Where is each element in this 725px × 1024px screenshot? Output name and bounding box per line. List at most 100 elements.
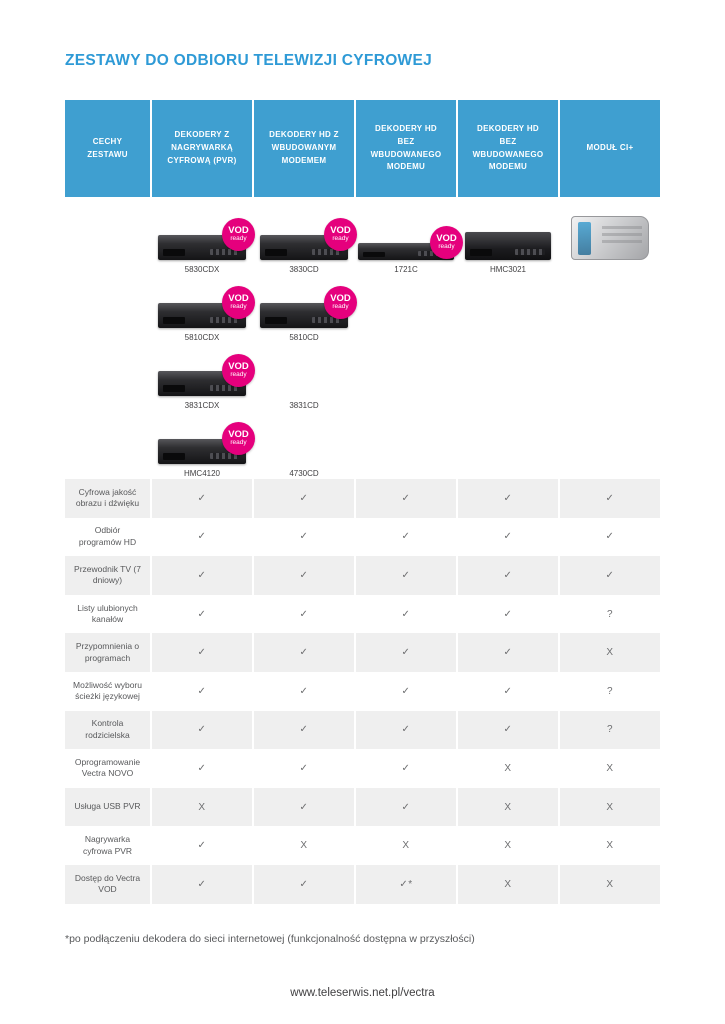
footer-url[interactable]: www.teleserwis.net.pl/vectra (290, 987, 435, 999)
feature-value: ✓ (152, 864, 252, 904)
feature-row: Przypomnienia o programach ✓ ✓ ✓ ✓ X (65, 633, 661, 672)
product-model-label: 5810CD (289, 333, 319, 342)
product-model-label: 3831CD (289, 401, 319, 410)
feature-row: Listy ulubionych kanałów ✓ ✓ ✓ ✓? (65, 594, 661, 634)
vod-badge-line1: VOD (228, 360, 249, 372)
feature-label: Cyfrowa jakość obrazu i dźwięku (65, 479, 150, 518)
feature-value: ✓ (356, 517, 456, 557)
feature-value: ✓ (356, 749, 456, 788)
feature-label: Przypomnienia o programach (65, 633, 150, 672)
vod-ready-badge: VOD ready (430, 226, 463, 259)
decoder-image: VOD ready (158, 422, 255, 464)
device-body (571, 216, 649, 260)
product-cell: VOD ready 3831CDX (152, 343, 255, 411)
feature-value: ✓ (356, 671, 456, 711)
vod-badge-line2: ready (230, 303, 247, 311)
feature-value: X (560, 864, 660, 904)
feature-value: ? (560, 710, 660, 750)
product-column: VOD ready 3830CD VOD ready 5810CD 3831CD 4730CD (254, 207, 357, 479)
product-cell: 4730CD (254, 411, 354, 479)
feature-value: ✓ (152, 826, 252, 865)
feature-label: Nagrywarka cyfrowa PVR (65, 826, 150, 865)
feature-label: Kontrola rodzicielska (65, 710, 150, 750)
column-header: DEKODERY HD BEZ WBUDOWANEGO MODEMU (356, 100, 456, 197)
decoder-image: VOD ready (358, 226, 463, 260)
product-cell: VOD ready 3830CD (254, 207, 357, 275)
feature-value: ✓ (152, 671, 252, 711)
feature-value: ✓ (254, 517, 354, 557)
vod-badge-line1: VOD (228, 428, 249, 440)
feature-value: X (458, 826, 558, 865)
vod-badge-line2: ready (332, 303, 349, 311)
feature-value: ✓ (458, 594, 558, 634)
feature-value: ✓* (356, 864, 456, 904)
feature-value: X (356, 826, 456, 865)
feature-label: Listy ulubionych kanałów (65, 594, 150, 634)
vod-ready-badge: VOD ready (222, 354, 255, 387)
feature-value: ✓ (560, 479, 660, 518)
product-cell: 3831CD (254, 343, 354, 411)
ci-module-image (571, 216, 649, 260)
feature-value: ? (560, 594, 660, 634)
vod-badge-line2: ready (438, 243, 455, 251)
feature-value: ✓ (560, 517, 660, 557)
decoder-image: VOD ready (158, 354, 255, 396)
feature-value: ✓ (254, 710, 354, 750)
vod-badge-line2: ready (332, 235, 349, 243)
vod-ready-badge: VOD ready (222, 422, 255, 455)
vod-badge-line1: VOD (330, 292, 351, 304)
feature-row: Dostęp do Vectra VOD ✓ ✓ ✓* X X (65, 864, 661, 904)
product-cell: VOD ready 5830CDX (152, 207, 255, 275)
feature-value: X (560, 787, 660, 827)
device-body (465, 232, 551, 260)
feature-value: ✓ (254, 787, 354, 827)
vod-badge-line1: VOD (330, 224, 351, 236)
feature-row: Cyfrowa jakość obrazu i dźwięku ✓ ✓ ✓ ✓ ✓ (65, 479, 661, 518)
product-row: VOD ready 5830CDX VOD ready 5810CDX VOD ready 38… (65, 197, 661, 479)
feature-value: X (254, 826, 354, 865)
decoder-image (465, 232, 551, 260)
product-column: VOD ready 5830CDX VOD ready 5810CDX VOD ready 38… (152, 207, 255, 479)
product-model-label: HMC4120 (183, 469, 220, 478)
comparison-table: CECHY ZESTAWU DEKODERY Z NAGRYWARKĄ CYFRO… (65, 100, 661, 904)
vod-badge-line2: ready (230, 439, 247, 447)
page-title: ZESTAWY DO ODBIORU TELEWIZJI CYFROWEJ (65, 52, 433, 69)
product-cell (560, 207, 660, 275)
product-model-label: HMC3021 (489, 265, 526, 274)
feature-value: ✓ (254, 594, 354, 634)
vod-badge-line2: ready (230, 235, 247, 243)
feature-value: ✓ (254, 671, 354, 711)
feature-row: Oprogramowanie Vectra NOVO ✓ ✓ ✓ X X (65, 749, 661, 788)
column-header: MODUŁ CI+ (560, 100, 660, 197)
feature-label: Możliwość wyboru ścieżki językowej (65, 671, 150, 711)
decoder-image: VOD ready (260, 286, 357, 328)
feature-row: Usługa USB PVR X ✓ ✓ X X (65, 787, 661, 827)
feature-value: ✓ (152, 517, 252, 557)
product-column: VOD ready 1721C (356, 207, 463, 275)
product-cell: VOD ready 5810CDX (152, 275, 255, 343)
vod-ready-badge: VOD ready (222, 286, 255, 319)
product-model-label: 1721C (394, 265, 418, 274)
column-header: DEKODERY HD Z WBUDOWANYM MODEMEM (254, 100, 354, 197)
feature-value: ✓ (458, 633, 558, 672)
feature-value: ✓ (254, 633, 354, 672)
column-header: CECHY ZESTAWU (65, 100, 150, 197)
decoder-image: VOD ready (260, 218, 357, 260)
feature-value: ✓ (152, 479, 252, 518)
feature-value: X (560, 633, 660, 672)
vod-ready-badge: VOD ready (222, 218, 255, 251)
feature-value: ? (560, 671, 660, 711)
feature-value: X (458, 864, 558, 904)
vod-ready-badge: VOD ready (324, 218, 357, 251)
column-header: DEKODERY Z NAGRYWARKĄ CYFROWĄ (PVR) (152, 100, 252, 197)
feature-value: ✓ (356, 787, 456, 827)
product-cell: HMC3021 (458, 207, 558, 275)
product-model-label: 3831CDX (184, 401, 220, 410)
feature-rows: Cyfrowa jakość obrazu i dźwięku ✓ ✓ ✓ ✓ ✓ Odbi… (65, 479, 661, 904)
feature-value: ✓ (152, 710, 252, 750)
feature-label: Odbiór programów HD (65, 517, 150, 557)
feature-value: ✓ (458, 517, 558, 557)
feature-value: ✓ (254, 749, 354, 788)
feature-value: X (560, 826, 660, 865)
